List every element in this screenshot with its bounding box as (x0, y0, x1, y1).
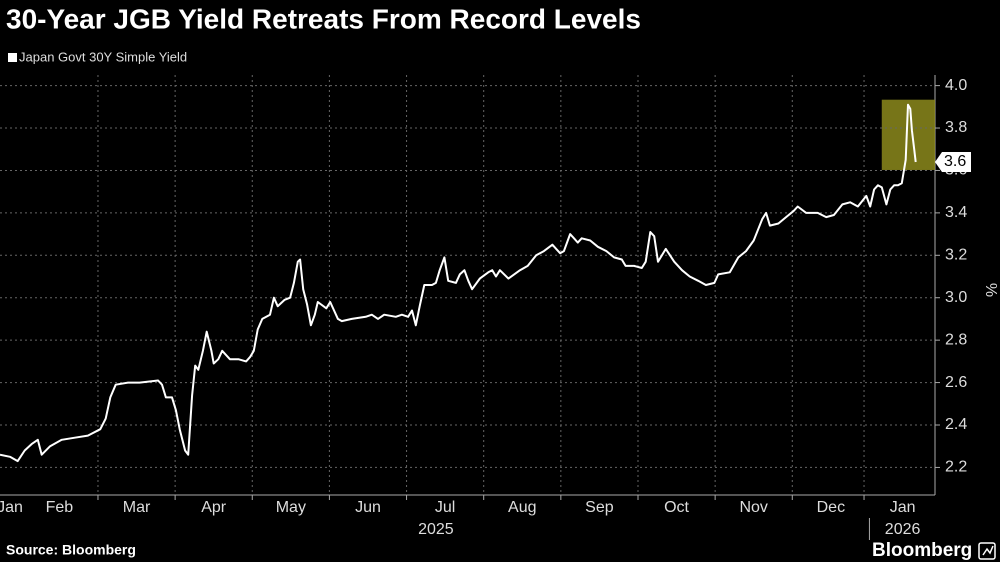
x-tick-label: Oct (664, 499, 689, 516)
y-tick-label: 4.0 (945, 77, 967, 94)
x-tick-label: Mar (123, 499, 151, 516)
y-tick-label: 2.8 (945, 331, 967, 348)
y-tick-label: 3.8 (945, 119, 967, 136)
brand-icon-line (982, 545, 994, 556)
y-tick-label: 3.0 (945, 289, 967, 306)
end-label: 3.6 (944, 153, 966, 170)
source: Source: Bloomberg (6, 542, 136, 558)
end-label-box (935, 151, 971, 172)
x-tick-label: Aug (508, 499, 536, 516)
y-tick-label: 3.2 (945, 247, 967, 264)
brand-icon (978, 542, 996, 560)
year-label: 2025 (418, 521, 454, 538)
x-tick-label: Dec (817, 499, 845, 516)
series-line (0, 103, 917, 463)
y-tick-label: 2.2 (945, 459, 967, 476)
year-label: 2026 (885, 521, 921, 538)
y-tick-label: 2.4 (945, 416, 967, 433)
legend-swatch (8, 53, 17, 62)
legend-label: Japan Govt 30Y Simple Yield (19, 49, 187, 64)
x-tick-label: Nov (739, 499, 767, 516)
x-tick-label: Jan (0, 499, 23, 516)
x-tick-label: May (276, 499, 306, 516)
x-tick-label: Jan (890, 499, 916, 516)
brand: Bloomberg (872, 540, 972, 561)
x-tick-label: Jun (355, 499, 381, 516)
chart-title: 30-Year JGB Yield Retreats From Record L… (6, 3, 641, 34)
x-tick-label: Apr (201, 499, 227, 516)
y-tick-label: 2.6 (945, 374, 967, 391)
y-axis-label: % (982, 283, 999, 297)
x-tick-label: Sep (585, 499, 614, 516)
x-tick-label: Jul (435, 499, 455, 516)
x-tick-label: Feb (46, 499, 74, 516)
y-tick-label: 3.4 (945, 204, 967, 221)
